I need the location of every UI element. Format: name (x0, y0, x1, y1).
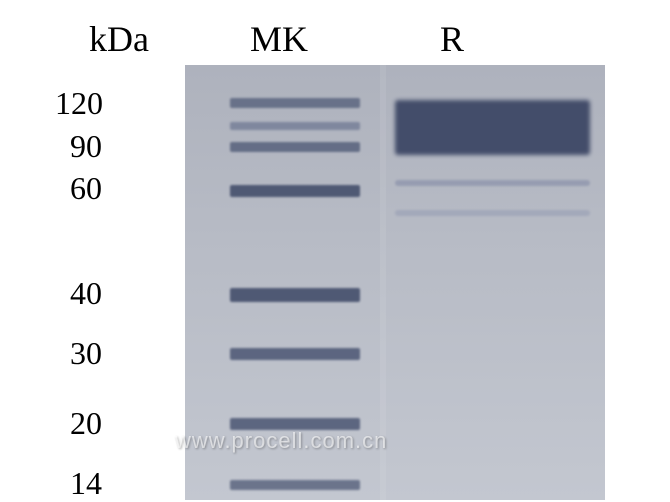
kda-unit-label: kDa (89, 18, 149, 60)
marker-lane-label: MK (250, 18, 308, 60)
marker-band (230, 480, 360, 490)
sample-band (395, 180, 590, 186)
marker-weight-90: 90 (70, 128, 102, 165)
marker-weight-40: 40 (70, 275, 102, 312)
sample-lane-label: R (440, 18, 464, 60)
marker-band (230, 288, 360, 302)
marker-band (230, 418, 360, 430)
marker-band (230, 122, 360, 130)
marker-band (230, 348, 360, 360)
marker-band (230, 98, 360, 108)
sample-band (395, 210, 590, 216)
marker-weight-30: 30 (70, 335, 102, 372)
marker-weight-20: 20 (70, 405, 102, 442)
marker-weight-120: 120 (55, 85, 103, 122)
marker-band (230, 185, 360, 197)
marker-band (230, 142, 360, 152)
marker-weight-14: 14 (70, 465, 102, 502)
sample-band (395, 100, 590, 155)
marker-weight-60: 60 (70, 170, 102, 207)
lane-divider (380, 65, 386, 500)
